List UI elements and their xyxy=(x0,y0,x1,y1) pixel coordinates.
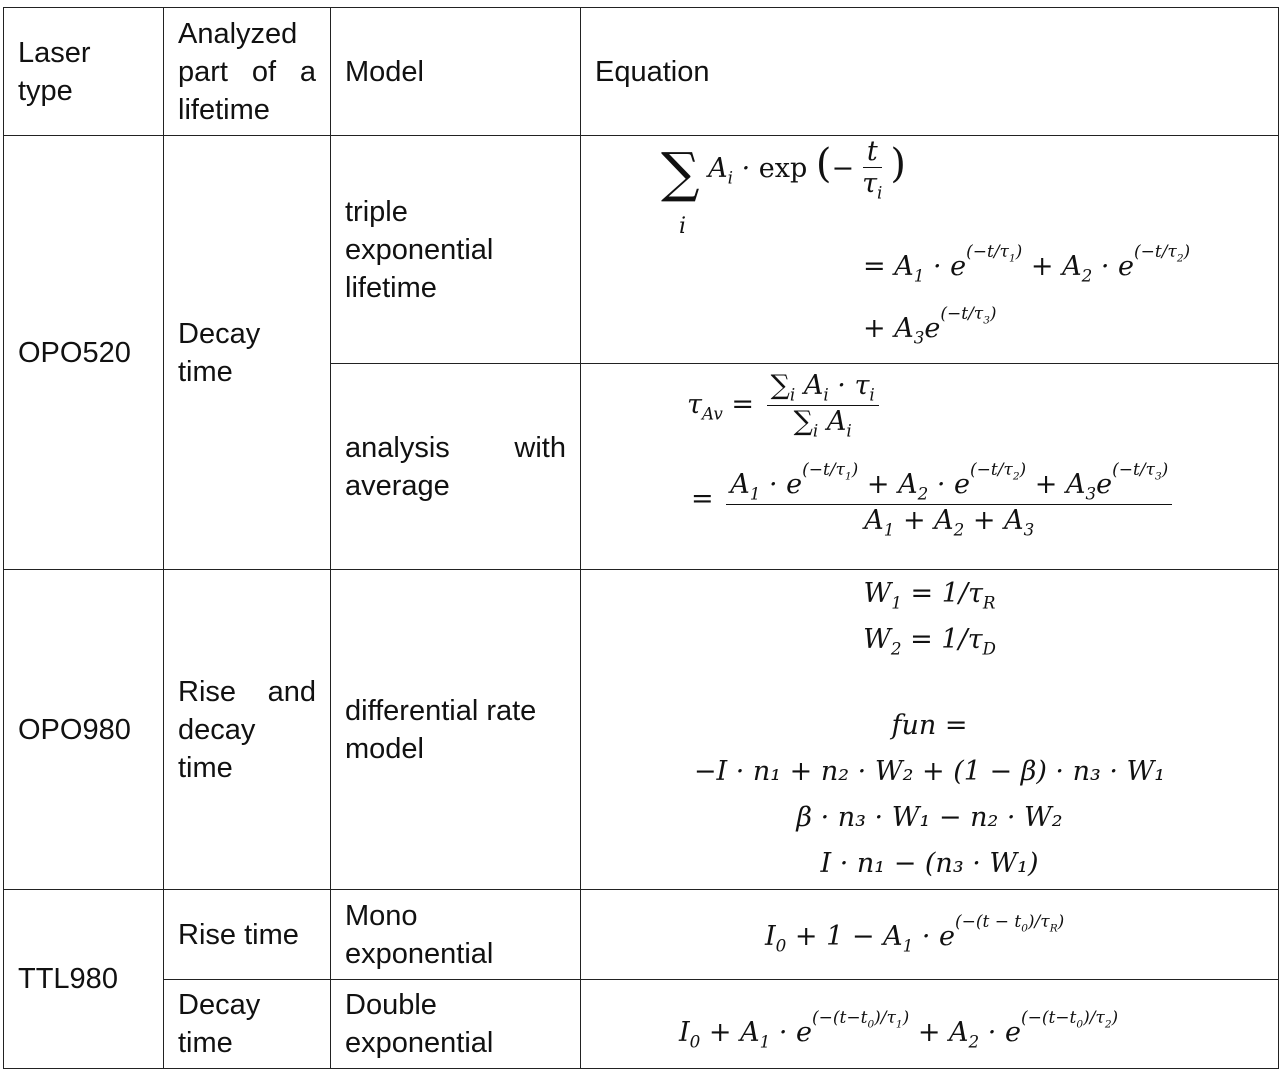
cell-equation-triple: ∑ Ai · exp (− t τi) i = A1 · e(−t/τ1) + A2… xyxy=(580,135,1279,364)
ttl980-row-rise: TTL980 Rise time Mono exponential I0 + 1… xyxy=(3,889,1279,1069)
cell-equation-double: I0 + A1 · e(−(t−t0)/τ1) + A2 · e(−(t−t0)… xyxy=(580,979,1279,1069)
cell-part-opo520: Decay time xyxy=(163,135,331,570)
equation-mono-exponential: I0 + 1 − A1 · e(−(t − t0)/τR) xyxy=(765,912,1065,956)
ttl980-row-decay: Decay time Double exponential I0 + A1 · … xyxy=(4,979,1279,1069)
cell-equation-differential: W1 = 1/τR W2 = 1/τD fun = −I · n₁ + n₂ ·… xyxy=(580,569,1279,890)
cell-equation-average: τAv = ∑i Ai · τi ∑i Ai = A1 · e(−t/τ1) + … xyxy=(580,363,1279,570)
header-model: Model xyxy=(330,7,581,136)
cell-equation-mono: I0 + 1 − A1 · e(−(t − t0)/τR) xyxy=(580,889,1279,980)
equation-differential-rate: W1 = 1/τR W2 = 1/τD fun = −I · n₁ + n₂ ·… xyxy=(693,578,1166,879)
cell-model-triple: triple exponential lifetime xyxy=(330,135,581,364)
cell-model-double: Double exponential xyxy=(330,979,581,1069)
opo980-row: OPO980 Rise and decay time differential … xyxy=(3,569,1279,890)
cell-laser-ttl980: TTL980 xyxy=(3,889,164,1069)
cell-model-differential: differential rate model xyxy=(330,569,581,890)
cell-part-rise: Rise time xyxy=(163,889,331,980)
cell-part-opo980: Rise and decay time xyxy=(163,569,331,890)
equation-average-lifetime: τAv = ∑i Ai · τi ∑i Ai = A1 · e(−t/τ1) + … xyxy=(582,365,1278,569)
cell-laser-opo980: OPO980 xyxy=(3,569,164,890)
cell-model-mono: Mono exponential xyxy=(330,889,581,980)
header-equation: Equation xyxy=(580,7,1279,136)
header-analyzed-part: Analyzed part of a lifetime xyxy=(163,7,331,136)
cell-laser-opo520: OPO520 xyxy=(3,135,164,570)
opo520-row-triple: OPO520 Decay time triple exponential lif… xyxy=(3,135,1279,570)
equation-triple-exponential: ∑ Ai · exp (− t τi) i = A1 · e(−t/τ1) + A2… xyxy=(661,135,1191,348)
header-laser-type: Laser type xyxy=(3,7,164,136)
cell-model-average: analysis with average xyxy=(330,363,581,570)
lifetime-models-table: Laser type Analyzed part of a lifetime M… xyxy=(3,7,1279,1069)
equation-double-exponential: I0 + A1 · e(−(t−t0)/τ1) + A2 · e(−(t−t0)… xyxy=(679,1008,1119,1052)
header-row: Laser type Analyzed part of a lifetime M… xyxy=(3,7,1279,136)
cell-part-decay: Decay time xyxy=(163,979,331,1069)
